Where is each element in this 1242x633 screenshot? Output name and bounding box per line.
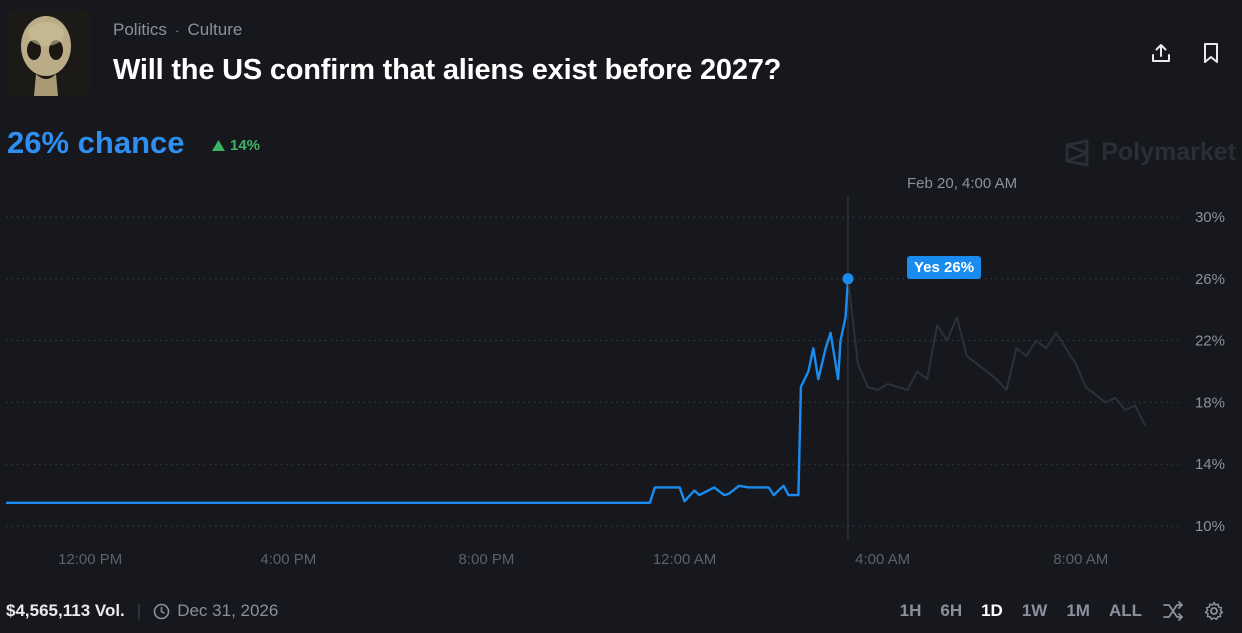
footer-divider: | bbox=[136, 601, 142, 620]
y-tick-label: 10% bbox=[1195, 518, 1225, 535]
share-button[interactable] bbox=[1148, 40, 1174, 66]
range-1h[interactable]: 1H bbox=[899, 601, 922, 620]
triangle-up-icon bbox=[212, 140, 225, 151]
range-6h[interactable]: 6H bbox=[940, 601, 963, 620]
compare-button[interactable] bbox=[1162, 601, 1184, 621]
x-tick-label: 8:00 PM bbox=[458, 551, 514, 568]
y-tick-label: 14% bbox=[1195, 456, 1225, 473]
alien-portrait-image bbox=[6, 10, 91, 96]
y-tick-label: 22% bbox=[1195, 333, 1225, 350]
x-tick-label: 12:00 AM bbox=[653, 551, 716, 568]
hover-tooltip: Yes 26% bbox=[907, 256, 982, 279]
breadcrumb-culture[interactable]: Culture bbox=[187, 20, 243, 39]
range-all[interactable]: ALL bbox=[1108, 601, 1142, 620]
range-1w[interactable]: 1W bbox=[1021, 601, 1048, 620]
hover-point bbox=[842, 273, 854, 285]
chart-settings-button[interactable] bbox=[1204, 601, 1224, 621]
polymarket-logo-icon bbox=[1065, 139, 1089, 166]
y-tick-label: 30% bbox=[1195, 209, 1225, 226]
clock-icon bbox=[153, 603, 170, 619]
series-line-future bbox=[847, 278, 1146, 427]
y-tick-label: 26% bbox=[1195, 271, 1225, 288]
gear-icon bbox=[1204, 601, 1224, 621]
market-thumbnail bbox=[6, 10, 91, 96]
share-icon bbox=[1152, 44, 1170, 62]
range-1d[interactable]: 1D bbox=[981, 601, 1003, 620]
y-tick-label: 18% bbox=[1195, 394, 1225, 411]
hover-date-label: Feb 20, 4:00 AM bbox=[907, 175, 1018, 192]
breadcrumb-politics[interactable]: Politics bbox=[113, 20, 167, 39]
brand-watermark: Polymarket bbox=[1063, 138, 1236, 167]
chance-value: 26% chance bbox=[7, 125, 185, 160]
page-title: Will the US confirm that aliens exist be… bbox=[113, 54, 782, 86]
end-date: Dec 31, 2026 bbox=[153, 601, 278, 621]
chance-delta-value: 14% bbox=[230, 137, 261, 154]
range-1m[interactable]: 1M bbox=[1066, 601, 1090, 620]
bookmark-icon bbox=[1204, 43, 1218, 63]
x-tick-label: 12:00 PM bbox=[58, 551, 122, 568]
header-actions bbox=[1148, 40, 1224, 66]
breadcrumb-separator: · bbox=[174, 22, 180, 38]
shuffle-icon bbox=[1163, 601, 1183, 621]
volume-text: $4,565,113 Vol. bbox=[6, 601, 125, 620]
x-tick-label: 4:00 PM bbox=[260, 551, 316, 568]
market-footer: $4,565,113 Vol. | Dec 31, 2026 bbox=[6, 601, 278, 621]
brand-name: Polymarket bbox=[1101, 138, 1236, 166]
breadcrumb: Politics · Culture bbox=[113, 20, 242, 40]
series-line-yes bbox=[6, 278, 850, 504]
time-range-selector: 1H 6H 1D 1W 1M ALL bbox=[881, 601, 1224, 621]
bookmark-button[interactable] bbox=[1198, 40, 1224, 66]
chance-delta: 14% bbox=[212, 137, 260, 154]
x-tick-label: 8:00 AM bbox=[1053, 551, 1108, 568]
x-tick-label: 4:00 AM bbox=[855, 551, 910, 568]
end-date-text: Dec 31, 2026 bbox=[177, 601, 279, 620]
